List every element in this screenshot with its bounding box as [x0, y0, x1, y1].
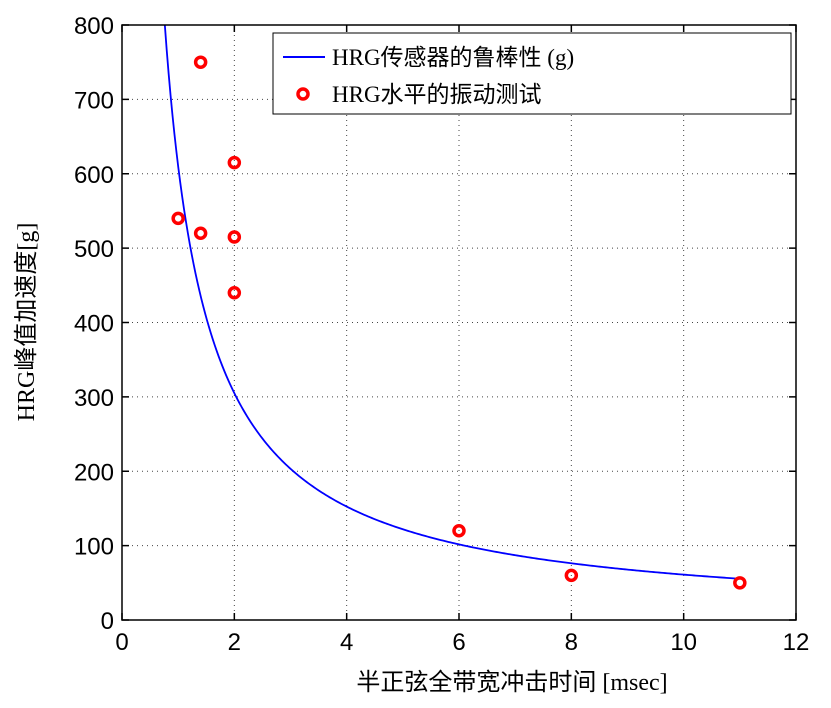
vibration-test-point: [193, 226, 208, 240]
x-tick-label: 8: [565, 629, 578, 656]
legend: HRG传感器的鲁棒性 (g) HRG水平的振动测试: [272, 32, 792, 115]
robustness-curve: [163, 24, 740, 580]
x-axis-label: 半正弦全带宽冲击时间 [msec]: [356, 669, 667, 696]
x-tick-label: 12: [783, 629, 810, 656]
vibration-test-point: [452, 524, 466, 538]
vibration-test-point: [227, 286, 242, 300]
y-tick-label: 600: [74, 162, 114, 189]
vibration-test-point: [227, 230, 242, 244]
x-tick-label: 6: [452, 629, 465, 656]
vibration-test-point: [171, 211, 185, 226]
vibration-test-point: [564, 568, 579, 583]
x-tick-label: 2: [228, 629, 241, 656]
y-tick-label: 100: [74, 534, 114, 561]
vibration-test-point: [227, 155, 242, 170]
y-tick-label: 400: [74, 311, 114, 338]
legend-point-marker: [296, 87, 310, 101]
vibration-test-point: [733, 576, 747, 590]
y-tick-label: 0: [101, 608, 114, 635]
vibration-test-point: [193, 55, 208, 69]
curve-layer: [163, 24, 740, 580]
ticks: 0 2 4 6 8 10 12 0 100 200 300 400 500 600 700 800: [74, 13, 809, 656]
x-tick-label: 10: [670, 629, 697, 656]
points-layer: [171, 55, 747, 590]
y-tick-label: 800: [74, 13, 114, 40]
y-tick-label: 200: [74, 459, 114, 486]
y-tick-label: 500: [74, 236, 114, 263]
legend-label-vibration: HRG水平的振动测试: [332, 82, 542, 107]
y-tick-label: 700: [74, 87, 114, 114]
x-tick-label: 0: [115, 629, 128, 656]
grid: [122, 25, 796, 620]
legend-box: [272, 32, 792, 115]
x-tick-label: 4: [340, 629, 353, 656]
y-tick-label: 300: [74, 385, 114, 412]
y-axis-label: HRG峰值加速度[g]: [13, 223, 40, 422]
legend-label-robustness: HRG传感器的鲁棒性 (g): [332, 45, 574, 70]
